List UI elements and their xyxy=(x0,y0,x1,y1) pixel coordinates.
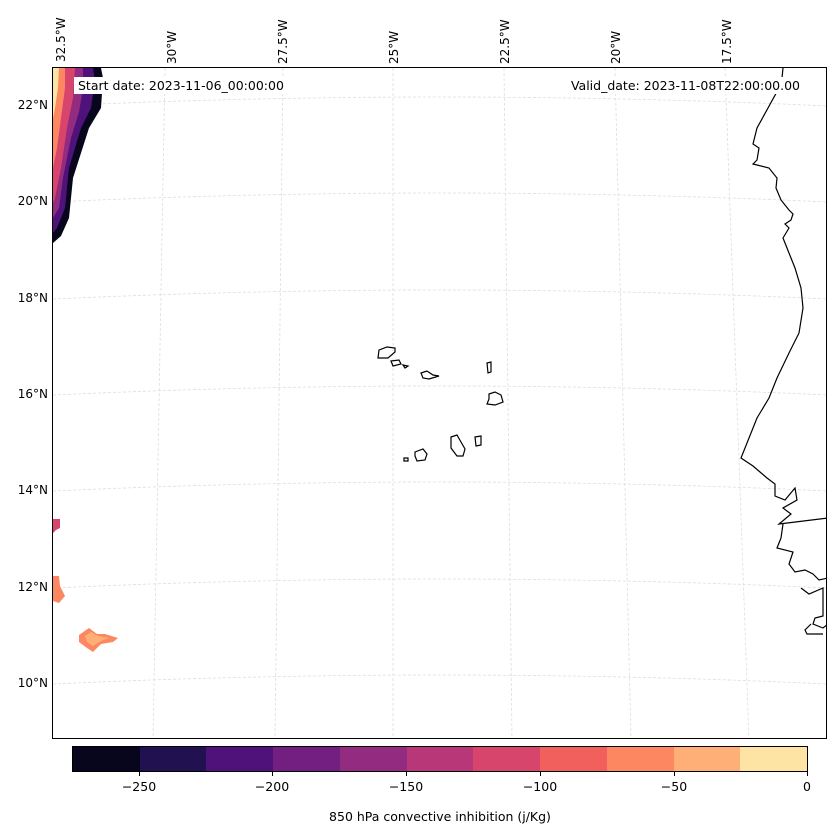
coastline-island-fogo xyxy=(414,448,428,462)
gridline-lat-12 xyxy=(53,578,826,589)
colorbar-tick-minus-250 xyxy=(139,772,140,776)
gridline-lon-20 xyxy=(614,68,632,738)
colorbar-cell-1 xyxy=(73,747,140,771)
coastline-island-maio xyxy=(474,435,482,447)
gridline-lon-17-5 xyxy=(724,68,750,738)
lon-label-17-5w: 17.5°W xyxy=(720,19,734,64)
map-canvas xyxy=(53,68,826,738)
colorbar-tick-minus-150 xyxy=(406,772,407,776)
colorbar-tick-label-minus-250: −250 xyxy=(121,779,157,794)
colorbar-tick-minus-200 xyxy=(272,772,273,776)
cin-region-west-12n xyxy=(53,576,65,603)
cin-region-west-13n xyxy=(53,519,60,533)
colorbar-tick-label-minus-150: −150 xyxy=(388,779,424,794)
colorbar-tick-label-minus-200: −200 xyxy=(254,779,290,794)
lon-label-27-5w: 27.5°W xyxy=(276,19,290,64)
colorbar-tick-0 xyxy=(807,772,808,776)
colorbar-cell-7 xyxy=(473,747,541,771)
colorbar-tick-minus-50 xyxy=(674,772,675,776)
valid-date-label: Valid_date: 2023-11-08T22:00:00.00 xyxy=(566,77,804,94)
lon-label-25w: 25°W xyxy=(387,30,401,64)
coastline-island-santa-luzia xyxy=(401,364,410,369)
cin-contours xyxy=(53,68,118,652)
lat-label-16n: 16°N xyxy=(17,387,48,401)
coastline-island-santiago xyxy=(450,434,466,457)
colorbar-cell-3 xyxy=(206,747,274,771)
colorbar-cell-2 xyxy=(139,747,207,771)
cin-region-west-11n-inner xyxy=(85,632,109,646)
lat-label-10n: 10°N xyxy=(17,676,48,690)
lon-label-22-5w: 22.5°W xyxy=(498,19,512,64)
colorbar-tick-label-minus-50: −50 xyxy=(660,779,688,794)
lat-label-18n: 18°N xyxy=(17,291,48,305)
coastline-island-sao-vicente xyxy=(390,359,402,367)
gridline-lat-20 xyxy=(53,192,826,203)
gridline-lat-22 xyxy=(53,96,826,107)
cin-region-northwest-band-5 xyxy=(53,68,59,118)
lat-label-14n: 14°N xyxy=(17,483,48,497)
gridline-lon-30 xyxy=(152,68,166,738)
coastline-island-santo-antao xyxy=(377,346,396,359)
colorbar-cell-9 xyxy=(606,747,674,771)
colorbar-tick-label-minus-100: −100 xyxy=(522,779,558,794)
lon-label-30w: 30°W xyxy=(165,30,179,64)
colorbar-cell-4 xyxy=(273,747,340,771)
gridline-lon-27-5 xyxy=(274,68,284,738)
colorbar-cell-11 xyxy=(740,747,808,771)
lon-label-32-5w: 32.5°W xyxy=(54,17,68,62)
gridline-lat-10 xyxy=(53,674,826,685)
map-frame: Start date: 2023-11-06_00:00:00 Valid_da… xyxy=(52,67,827,739)
colorbar-tick-minus-100 xyxy=(540,772,541,776)
colorbar-cell-8 xyxy=(540,747,607,771)
colorbar-tick-label-0: 0 xyxy=(803,779,811,794)
lat-label-20n: 20°N xyxy=(17,194,48,208)
gridline-lat-18 xyxy=(53,289,826,300)
gridlines xyxy=(53,68,826,738)
coastline-west-africa xyxy=(740,68,826,635)
lat-label-12n: 12°N xyxy=(17,580,48,594)
gridline-lon-22-5 xyxy=(503,68,513,738)
colorbar-label: 850 hPa convective inhibition (j/Kg) xyxy=(329,809,551,824)
colorbar-cell-5 xyxy=(339,747,407,771)
colorbar-cell-6 xyxy=(406,747,474,771)
coastline-island-sal xyxy=(486,361,492,374)
lat-label-22n: 22°N xyxy=(17,98,48,112)
colorbar-cell-10 xyxy=(673,747,741,771)
gridline-lat-14 xyxy=(53,481,826,492)
gridline-lat-16 xyxy=(53,385,826,396)
colorbar xyxy=(72,746,808,772)
coastline-island-boa-vista xyxy=(486,391,504,406)
lon-label-20w: 20°W xyxy=(609,30,623,64)
coastlines xyxy=(377,68,826,635)
coastline-island-sao-nicolau xyxy=(420,370,440,380)
coastline-island-brava xyxy=(403,457,409,462)
start-date-label: Start date: 2023-11-06_00:00:00 xyxy=(74,77,288,94)
